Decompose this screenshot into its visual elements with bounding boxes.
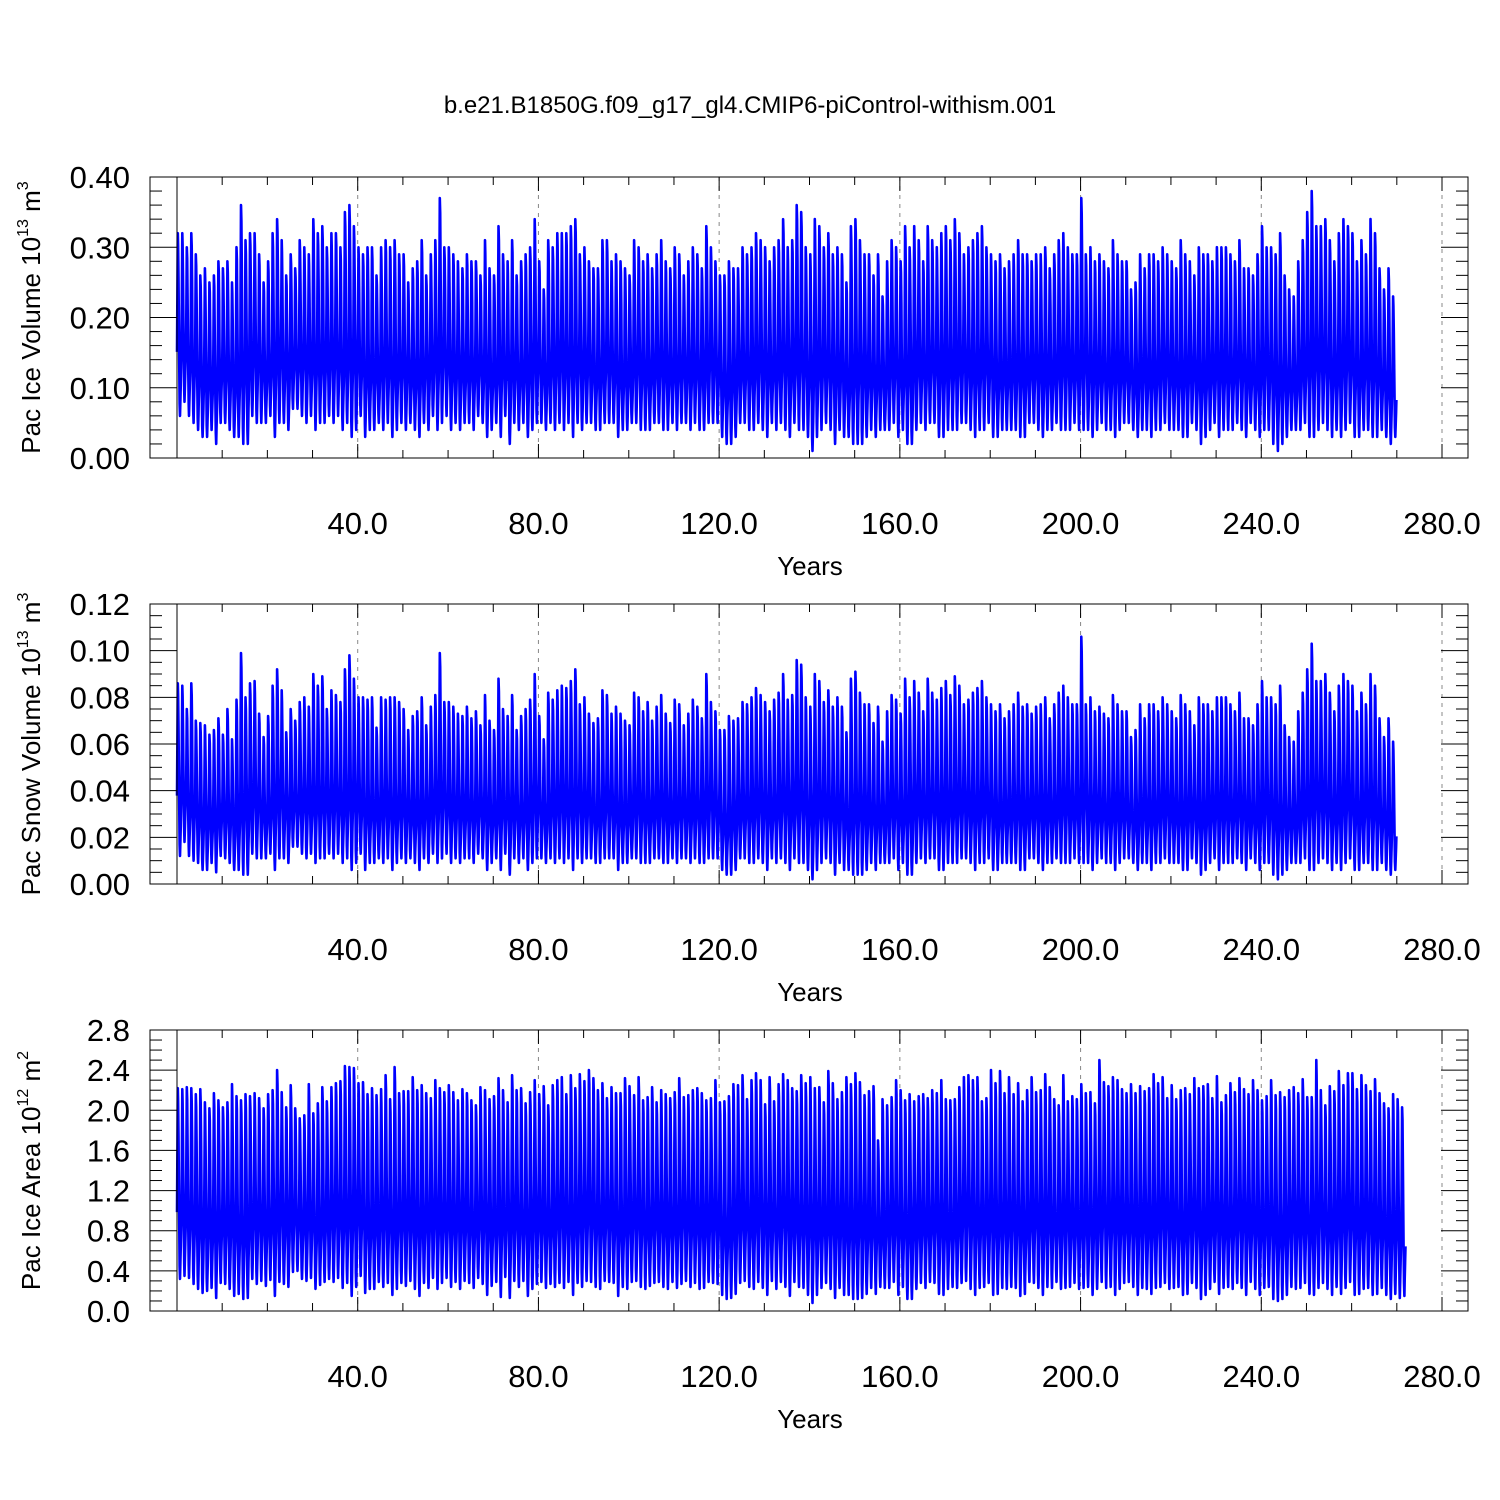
x-tick-label: 80.0 xyxy=(508,1359,568,1394)
y-axis-title: Pac Snow Volume 1013 m3 xyxy=(15,593,46,896)
x-tick-label: 40.0 xyxy=(328,1359,388,1394)
data-series-line xyxy=(175,635,1398,881)
x-tick-label: 280.0 xyxy=(1403,506,1481,541)
y-tick-label: 0.10 xyxy=(70,371,130,406)
y-tick-label: 0.8 xyxy=(87,1214,130,1249)
y-axis-title-superscript: 13 xyxy=(15,219,32,237)
y-axis-title-part: m xyxy=(16,190,46,219)
data-series-line xyxy=(175,1058,1407,1305)
y-axis-title-part: Pac Snow Volume 10 xyxy=(16,648,46,895)
x-tick-label: 280.0 xyxy=(1403,932,1481,967)
x-tick-label: 40.0 xyxy=(328,932,388,967)
y-tick-label: 1.2 xyxy=(87,1174,130,1209)
chart-panel-2: 40.0 80.0 120.0 160.0 200.0 240.0 280.0 0.00 0.0… xyxy=(15,587,1481,1007)
y-axis-title-superscript: 3 xyxy=(15,593,32,602)
y-axis-title-superscript: 12 xyxy=(15,1089,32,1107)
y-tick-label: 2.8 xyxy=(87,1013,130,1048)
x-tick-label: 240.0 xyxy=(1222,1359,1300,1394)
chart-panel-3: 40.0 80.0 120.0 160.0 200.0 240.0 280.0 0.0 0.4 0… xyxy=(15,1013,1481,1434)
y-axis-title-superscript: 2 xyxy=(15,1051,32,1060)
chart-title: b.e21.B1850G.f09_g17_gl4.CMIP6-piControl… xyxy=(444,92,1056,119)
x-tick-label: 160.0 xyxy=(861,506,939,541)
y-tick-label: 0.12 xyxy=(70,587,130,622)
y-tick-label: 0.04 xyxy=(70,774,130,809)
y-tick-label: 0.20 xyxy=(70,301,130,336)
y-tick-label: 0.06 xyxy=(70,727,130,762)
x-tick-label: 160.0 xyxy=(861,932,939,967)
x-tick-label: 200.0 xyxy=(1042,932,1120,967)
y-tick-label: 1.6 xyxy=(87,1133,130,1168)
y-axis-title-part: m xyxy=(16,602,46,631)
x-tick-label: 120.0 xyxy=(680,1359,758,1394)
y-axis-title-part: m xyxy=(16,1060,46,1089)
x-tick-label: 240.0 xyxy=(1222,506,1300,541)
y-tick-label: 0.0 xyxy=(87,1294,130,1329)
x-axis-title: Years xyxy=(777,1404,843,1434)
y-tick-label: 0.08 xyxy=(70,680,130,715)
data-series-line xyxy=(175,189,1398,453)
x-tick-label: 280.0 xyxy=(1403,1359,1481,1394)
x-tick-label: 240.0 xyxy=(1222,932,1300,967)
y-tick-label: 2.0 xyxy=(87,1093,130,1128)
x-axis-title: Years xyxy=(777,551,843,581)
x-tick-label: 120.0 xyxy=(680,932,758,967)
x-tick-label: 160.0 xyxy=(861,1359,939,1394)
y-axis-title-part: Pac Ice Volume 10 xyxy=(16,237,46,454)
y-tick-label: 0.40 xyxy=(70,160,130,195)
x-tick-label: 40.0 xyxy=(328,506,388,541)
y-tick-label: 0.4 xyxy=(87,1254,130,1289)
x-tick-label: 200.0 xyxy=(1042,1359,1120,1394)
chart-panel-1: 40.0 80.0 120.0 160.0 200.0 240.0 280.0 0.00 0.1… xyxy=(15,160,1481,581)
y-axis-title-superscript: 13 xyxy=(15,630,32,648)
y-axis-title: Pac Ice Volume 1013 m3 xyxy=(15,181,46,454)
y-tick-label: 2.4 xyxy=(87,1053,130,1088)
y-tick-label: 0.00 xyxy=(70,867,130,902)
x-tick-label: 80.0 xyxy=(508,932,568,967)
y-axis-title: Pac Ice Area 1012 m2 xyxy=(15,1051,46,1290)
x-tick-label: 200.0 xyxy=(1042,506,1120,541)
y-axis-title-superscript: 3 xyxy=(15,181,32,190)
y-tick-label: 0.02 xyxy=(70,820,130,855)
y-tick-label: 0.10 xyxy=(70,634,130,669)
y-axis-title-part: Pac Ice Area 10 xyxy=(16,1107,46,1291)
x-tick-label: 120.0 xyxy=(680,506,758,541)
x-tick-label: 80.0 xyxy=(508,506,568,541)
panels: 40.0 80.0 120.0 160.0 200.0 240.0 280.00.000.1… xyxy=(15,160,1481,1434)
y-tick-label: 0.00 xyxy=(70,441,130,476)
y-tick-label: 0.30 xyxy=(70,230,130,265)
x-axis-title: Years xyxy=(777,977,843,1007)
